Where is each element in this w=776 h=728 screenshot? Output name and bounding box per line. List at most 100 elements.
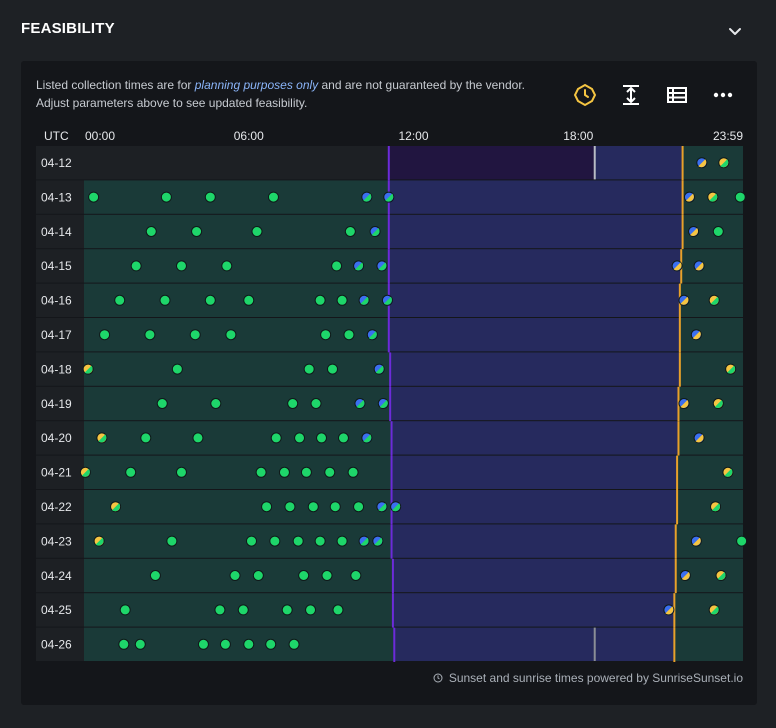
collection-opportunity-dot <box>267 191 279 203</box>
collection-opportunity-dot <box>252 570 264 581</box>
table-view-icon[interactable] <box>665 83 689 107</box>
night-segment <box>594 146 683 180</box>
mixed-opportunity-dot <box>358 535 370 547</box>
mixed-opportunity-dot <box>369 226 381 237</box>
more-options-icon[interactable] <box>711 83 735 107</box>
day-segment <box>682 146 743 180</box>
expand-vertical-icon[interactable] <box>619 83 643 107</box>
dot-half <box>371 228 380 236</box>
collection-opportunity-dot <box>160 191 172 203</box>
timeline-row: 04-26 <box>36 627 743 662</box>
date-cell <box>36 558 84 593</box>
row-date: 04-21 <box>41 466 72 480</box>
dot-half <box>720 159 729 168</box>
note-emphasis: planning purposes only <box>194 78 319 92</box>
mixed-opportunity-dot <box>725 363 737 375</box>
date-cell <box>36 214 84 249</box>
collection-opportunity-dot <box>245 535 257 547</box>
info-clock-icon <box>433 673 443 683</box>
row-date: 04-24 <box>41 569 72 583</box>
timeline-row: 04-18 <box>36 352 743 387</box>
collection-opportunity-dot <box>237 604 249 616</box>
mixed-opportunity-dot <box>353 260 365 272</box>
collection-opportunity-dot <box>305 604 317 616</box>
collection-opportunity-dot <box>149 570 161 581</box>
date-cell <box>36 283 84 317</box>
collection-opportunity-dot <box>324 466 336 478</box>
collection-opportunity-dot <box>191 226 203 237</box>
timeline-row: 04-15 <box>36 249 743 284</box>
mixed-opportunity-dot <box>361 432 373 444</box>
dot-half <box>374 537 383 546</box>
row-date: 04-13 <box>41 190 72 204</box>
dot-half <box>712 503 721 512</box>
row-date: 04-23 <box>41 534 72 548</box>
timeline-row: 04-23 <box>36 524 748 559</box>
timeline-row: 04-22 <box>36 490 743 525</box>
date-cell <box>36 455 84 489</box>
mixed-opportunity-dot <box>683 191 695 203</box>
chevron-down-icon[interactable] <box>726 22 744 40</box>
past-night-segment <box>388 146 595 180</box>
collection-opportunity-dot <box>278 466 290 478</box>
timezone-icon[interactable] <box>573 83 597 107</box>
collection-opportunity-dot <box>255 466 267 478</box>
footer-credit: Sunset and sunrise times powered by Sunr… <box>433 671 743 685</box>
dot-half <box>685 193 694 202</box>
hour-tick-label: 23:59 <box>713 129 743 143</box>
dot-half <box>724 468 733 477</box>
collection-opportunity-dot <box>287 398 299 409</box>
mixed-opportunity-dot <box>671 260 683 272</box>
collection-opportunity-dot <box>303 363 315 375</box>
mixed-opportunity-dot <box>373 363 385 375</box>
mixed-opportunity-dot <box>390 501 402 513</box>
timeline-row: 04-16 <box>36 283 743 318</box>
dot-half <box>81 468 90 477</box>
timeline-row: 04-12 <box>36 146 743 181</box>
feasibility-timeline: UTC 00:00 06:00 12:00 18:00 23:59 04-12 04-13… <box>36 129 748 662</box>
collection-opportunity-dot <box>292 535 304 547</box>
timeline-row: 04-25 <box>36 593 743 628</box>
collection-opportunity-dot <box>284 501 296 513</box>
collection-opportunity-dot <box>144 329 156 341</box>
mixed-opportunity-dot <box>358 294 370 306</box>
collection-opportunity-dot <box>192 432 204 444</box>
collection-opportunity-dot <box>314 535 326 547</box>
night-segment <box>391 455 678 489</box>
row-date: 04-12 <box>41 156 72 170</box>
dot-half <box>710 296 719 305</box>
note-suffix: and are not guaranteed by the vendor. Ad… <box>36 78 525 110</box>
collection-opportunity-dot <box>243 294 255 306</box>
collection-opportunity-dot <box>261 501 273 513</box>
dot-half <box>709 193 718 202</box>
collection-opportunity-dot <box>88 191 100 203</box>
mixed-opportunity-dot <box>79 466 91 478</box>
row-date: 04-15 <box>41 259 72 273</box>
collection-opportunity-dot <box>353 501 365 513</box>
night-segment <box>392 558 676 593</box>
mixed-opportunity-dot <box>722 466 734 478</box>
collection-opportunity-dot <box>210 398 222 409</box>
mixed-opportunity-dot <box>361 191 373 203</box>
dot-half <box>714 400 723 409</box>
note-prefix: Listed collection times are for <box>36 78 195 92</box>
collection-opportunity-dot <box>736 535 748 547</box>
dot-half <box>680 296 689 305</box>
dot-half <box>378 262 387 271</box>
dot-half <box>698 159 707 168</box>
collection-opportunity-dot <box>119 604 131 616</box>
timeline-row: 04-20 <box>36 421 743 456</box>
row-date: 04-22 <box>41 500 72 514</box>
collection-opportunity-dot <box>281 604 293 616</box>
mixed-opportunity-dot <box>710 501 722 513</box>
dot-half <box>375 365 384 374</box>
collection-opportunity-dot <box>189 329 201 341</box>
collection-opportunity-dot <box>314 294 326 306</box>
mixed-opportunity-dot <box>690 329 702 341</box>
collection-opportunity-dot <box>219 638 231 650</box>
collection-opportunity-dot <box>145 226 157 237</box>
mixed-opportunity-dot <box>708 294 720 306</box>
date-cell <box>36 490 84 524</box>
collection-opportunity-dot <box>307 501 319 513</box>
mixed-opportunity-dot <box>693 260 705 272</box>
